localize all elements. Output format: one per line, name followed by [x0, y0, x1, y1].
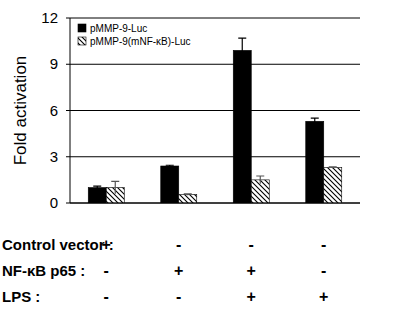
y-axis: [70, 18, 71, 203]
grid-line: [70, 203, 360, 204]
error-bar: [238, 38, 246, 63]
condition-sign: -: [104, 288, 109, 305]
error-bar: [93, 186, 101, 189]
tick-label: 12: [41, 9, 58, 26]
bar: [324, 168, 342, 203]
error-bar: [256, 176, 264, 184]
tick-label: 0: [50, 194, 58, 211]
condition-sign: +: [174, 262, 183, 279]
y-label: Fold activation: [11, 56, 30, 166]
legend: pMMP-9-Luc pMMP-9(mNF-κB)-Luc: [74, 20, 194, 50]
condition-sign: -: [249, 236, 254, 253]
bars: [88, 38, 342, 203]
x-axis: [70, 203, 360, 204]
condition-sign: +: [247, 288, 256, 305]
grid-line: [70, 18, 360, 19]
tick-label: 3: [50, 148, 58, 165]
legend-label: pMMP-9(mNF-κB)-Luc: [90, 36, 191, 47]
tick: [66, 64, 70, 65]
legend-bg: [74, 20, 194, 50]
error-bar: [311, 118, 319, 124]
legend-swatch: [78, 37, 86, 45]
error-bar: [184, 194, 192, 196]
condition-sign: +: [102, 236, 111, 253]
condition-sign: -: [321, 262, 326, 279]
condition-sign: +: [319, 288, 328, 305]
grid-line: [70, 110, 360, 111]
tick-label: 6: [50, 102, 58, 119]
condition-label: Control vector :: [2, 236, 114, 253]
condition-sign: -: [321, 236, 326, 253]
bar: [161, 166, 179, 203]
tick-label: 9: [50, 55, 58, 72]
tick: [66, 18, 70, 19]
error-bar: [166, 165, 174, 167]
condition-sign: -: [104, 262, 109, 279]
legend-swatch: [78, 24, 86, 32]
condition-sign: +: [247, 262, 256, 279]
error-bar: [329, 167, 337, 169]
grid-line: [70, 64, 360, 65]
condition-label: LPS :: [2, 288, 40, 305]
bar: [179, 195, 197, 203]
tick: [66, 203, 70, 204]
bar: [306, 121, 324, 203]
condition-sign: -: [176, 288, 181, 305]
condition-sign: -: [176, 236, 181, 253]
chart: 0 3 6 9 12 Fold activation pMMP-9-Luc pMMP-9(mN…: [0, 0, 397, 316]
bar: [88, 188, 106, 203]
condition-label: NF-κB p65 :: [2, 262, 85, 279]
tick: [66, 156, 70, 157]
legend-label: pMMP-9-Luc: [90, 23, 147, 34]
tick: [66, 110, 70, 111]
error-bar: [111, 181, 119, 193]
bar: [233, 50, 251, 203]
